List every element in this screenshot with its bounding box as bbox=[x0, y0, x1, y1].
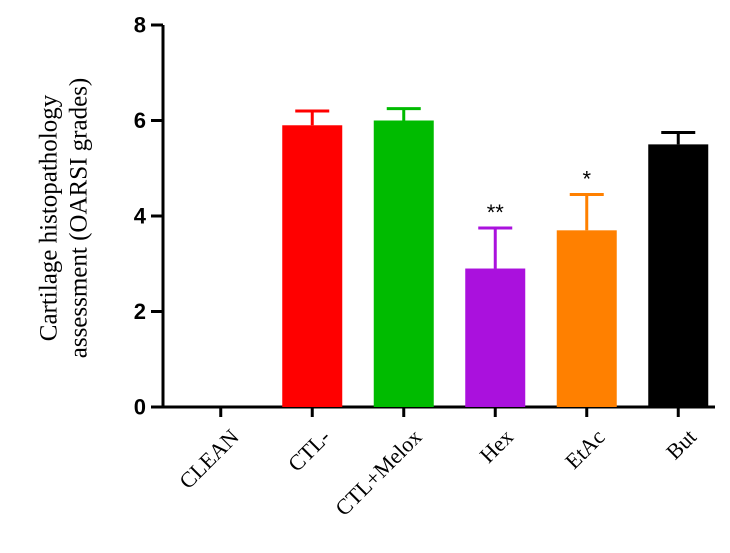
y-axis: 0 2 4 6 8 bbox=[134, 13, 165, 420]
significance-marker: ** bbox=[487, 200, 505, 225]
y-axis-title-line: Cartilage histopathology bbox=[36, 94, 63, 341]
x-tick-label: CLEAN bbox=[174, 424, 244, 494]
x-axis: CLEAN CTL-CTL+Melox Hex EtAc But bbox=[163, 405, 715, 521]
y-tick-label: 2 bbox=[134, 299, 146, 324]
y-tick-label: 8 bbox=[134, 13, 146, 38]
bars: *** bbox=[282, 107, 709, 408]
significance-marker: * bbox=[582, 167, 591, 192]
bar-but bbox=[648, 144, 709, 407]
x-tick-label: But bbox=[661, 424, 701, 464]
bar-hex bbox=[465, 268, 526, 407]
y-axis-title: Cartilage histopathology assessment (OARS… bbox=[36, 78, 93, 359]
y-tick-label: 6 bbox=[134, 108, 146, 133]
bar-ctl-melox bbox=[373, 120, 434, 407]
y-tick-label: 0 bbox=[134, 395, 146, 420]
x-tick-label: EtAc bbox=[560, 424, 610, 474]
y-tick-label: 4 bbox=[134, 204, 147, 229]
y-axis-title-line: assessment (OARSI grades) bbox=[66, 78, 93, 359]
bar-etac bbox=[556, 230, 617, 407]
bar-ctl- bbox=[282, 125, 343, 408]
x-tick-label: CTL- bbox=[283, 424, 335, 476]
x-tick-label: CTL+Melox bbox=[330, 424, 426, 520]
x-tick-label: Hex bbox=[475, 424, 519, 468]
